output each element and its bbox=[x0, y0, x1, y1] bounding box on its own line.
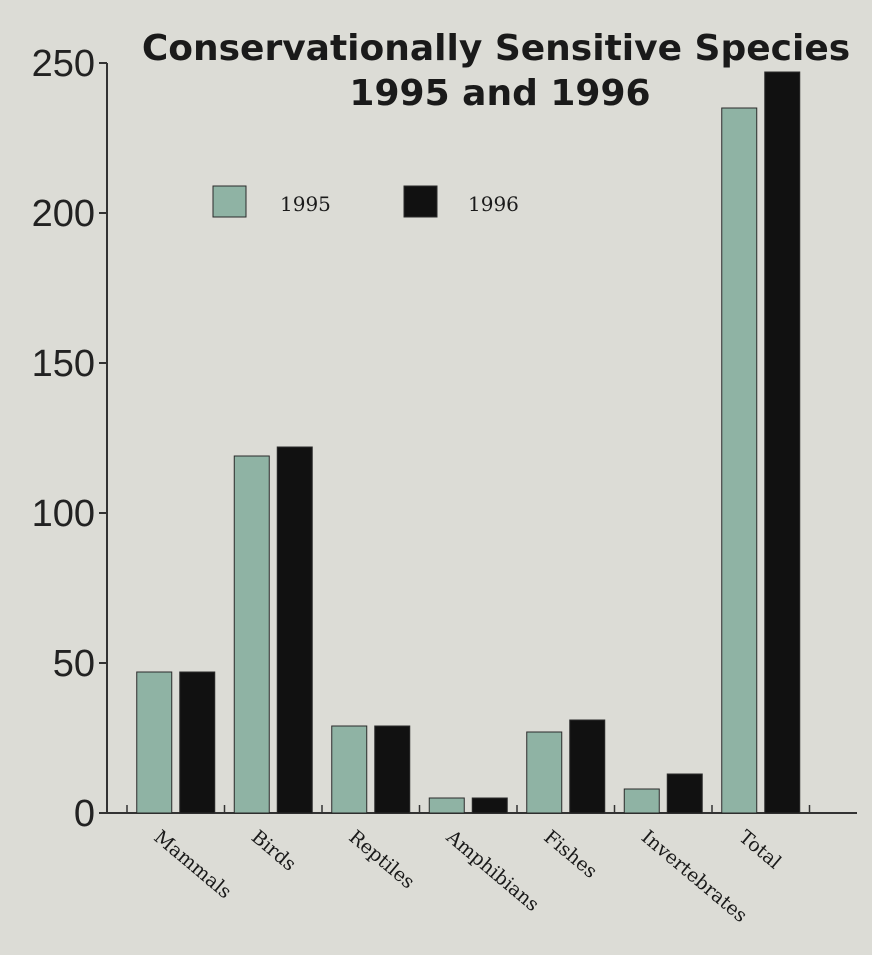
category-label-invertebrates: Invertebrates bbox=[637, 826, 751, 927]
category-label-total: Total bbox=[735, 826, 786, 874]
y-tick-label: 100 bbox=[32, 493, 95, 535]
bar-1996-invertebrates bbox=[666, 773, 703, 814]
chart-title: Conservationally Sensitive Species 1995 … bbox=[142, 28, 850, 114]
bar-1995-mammals bbox=[136, 671, 173, 814]
y-tick-label: 250 bbox=[32, 43, 95, 85]
legend: 1995 1996 bbox=[212, 185, 519, 218]
bar-1995-reptiles bbox=[331, 725, 368, 814]
y-tick-label: 50 bbox=[53, 643, 95, 685]
bar-1996-fishes bbox=[569, 719, 606, 814]
y-tick-label: 150 bbox=[32, 343, 95, 385]
bar-1996-total bbox=[764, 71, 801, 814]
bar-1996-reptiles bbox=[374, 725, 411, 814]
legend-label-1996: 1996 bbox=[468, 192, 519, 216]
category-label-reptiles: Reptiles bbox=[345, 826, 419, 893]
category-label-birds: Birds bbox=[247, 826, 300, 876]
bar-1995-birds bbox=[233, 455, 270, 814]
bar-1996-amphibians bbox=[471, 797, 508, 814]
bar-1995-fishes bbox=[526, 731, 563, 814]
category-label-amphibians: Amphibians bbox=[441, 825, 543, 916]
bar-1995-amphibians bbox=[428, 797, 465, 814]
bar-1995-total bbox=[721, 107, 758, 814]
chart-title-line-2: 1995 and 1996 bbox=[349, 73, 650, 114]
category-label-fishes: Fishes bbox=[540, 826, 602, 883]
legend-swatch-1996 bbox=[403, 185, 438, 218]
bar-1996-mammals bbox=[179, 671, 216, 814]
x-axis-ticks bbox=[126, 805, 811, 813]
legend-swatch-1995 bbox=[212, 185, 247, 218]
y-tick-label: 0 bbox=[74, 793, 95, 835]
y-axis-ticks: 0 50 100 150 200 250 bbox=[32, 43, 107, 835]
legend-label-1995: 1995 bbox=[280, 192, 331, 216]
bar-1995-invertebrates bbox=[623, 788, 660, 814]
y-tick-label: 200 bbox=[32, 193, 95, 235]
category-label-mammals: Mammals bbox=[150, 826, 236, 903]
bars bbox=[136, 71, 801, 814]
chart-title-line-1: Conservationally Sensitive Species bbox=[142, 28, 850, 69]
bar-1996-birds bbox=[276, 446, 313, 814]
